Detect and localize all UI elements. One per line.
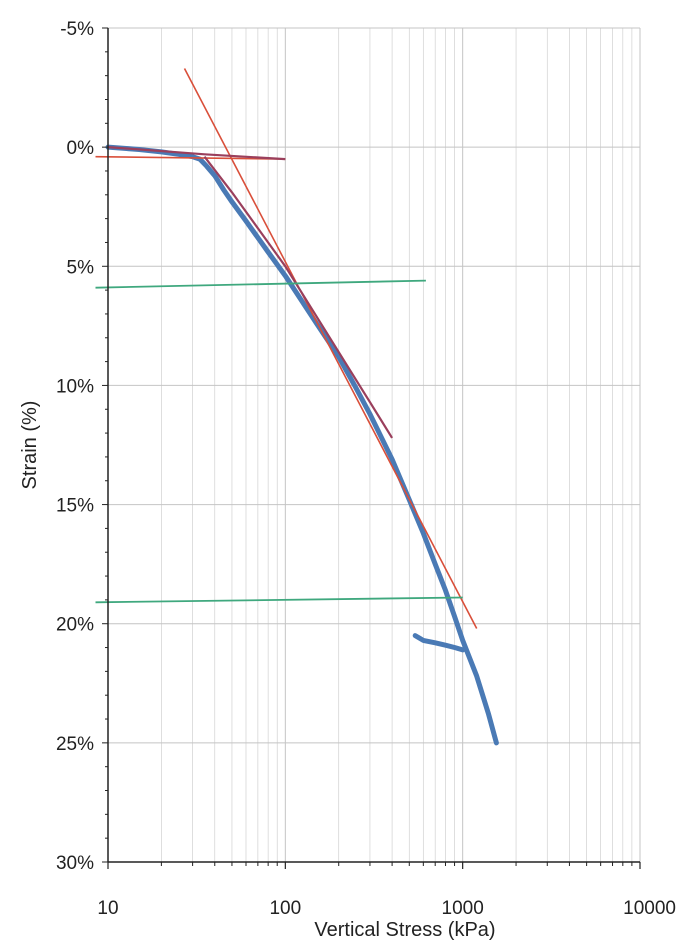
series-line-fit_dark-4 (107, 146, 286, 161)
series-line-data-1 (412, 633, 466, 653)
y-tick-label: 15% (56, 496, 94, 517)
x-tick-label: 1000 (442, 898, 484, 919)
plot-background (108, 28, 640, 862)
y-tick-label: 25% (56, 734, 94, 755)
x-axis-title: Vertical Stress (kPa) (314, 919, 495, 941)
y-tick-label: 20% (56, 615, 94, 636)
y-tick-label: 0% (67, 138, 95, 159)
minor-gridlines (161, 28, 633, 862)
series-line-fit_red-3 (95, 155, 286, 160)
series-line-fit_dark-5 (203, 156, 394, 439)
axes-layer (102, 27, 641, 869)
tick-labels: -5% 0% 5% 10% 15% 20% 25% 30% 10 100 1000 10000 (56, 19, 676, 919)
x-tick-label: 10000 (623, 898, 676, 919)
series-line-fit_red-2 (183, 68, 478, 629)
y-tick-label: 5% (67, 257, 95, 278)
y-axis-title: Strain (%) (19, 401, 41, 490)
x-tick-label: 100 (269, 898, 301, 919)
x-tick-label: 10 (97, 898, 118, 919)
y-tick-label: 10% (56, 376, 94, 397)
y-tick-label: 30% (56, 853, 94, 874)
series-layer (95, 68, 499, 746)
series-line-fit_green-6 (95, 279, 426, 289)
y-tick-label: -5% (60, 19, 94, 40)
series-line-fit_green-7 (95, 596, 463, 604)
